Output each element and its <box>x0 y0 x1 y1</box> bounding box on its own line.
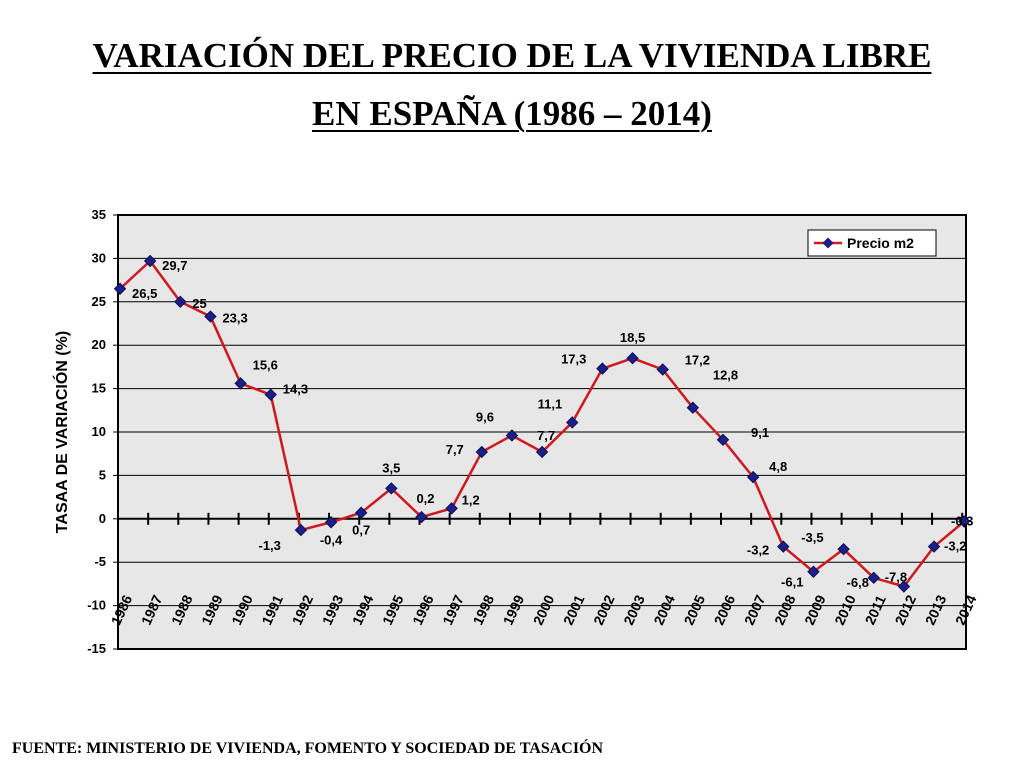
data-point-2001 <box>566 416 579 429</box>
data-label-1994: 0,7 <box>352 523 370 538</box>
y-tick-label-35: 35 <box>92 207 106 222</box>
data-point-2006 <box>716 433 730 447</box>
legend-label: Precio m2 <box>847 235 914 251</box>
data-point-1991 <box>264 388 277 401</box>
y-tick-label--5: -5 <box>94 554 106 569</box>
data-label-2000: 7,7 <box>537 428 555 443</box>
legend-box <box>807 229 937 257</box>
data-point-1997 <box>445 502 458 515</box>
data-label-1991: 14,3 <box>283 382 308 397</box>
y-tick-label-10: 10 <box>92 424 106 439</box>
data-point-2004 <box>656 363 669 376</box>
data-labels: 26,5 29,7 25 23,3 15,6 14,3 -1,3 -0,4 0,7 3,5 0,2 1… <box>132 258 973 590</box>
data-label-1986: 26,5 <box>132 286 157 301</box>
chart-title-line2: EN ESPAÑA (1986 – 2014) <box>312 94 712 133</box>
y-tick-label--10: -10 <box>87 598 106 613</box>
data-label-2003: 18,5 <box>620 330 645 345</box>
y-tick-label-0: 0 <box>99 511 106 526</box>
data-point-1989 <box>204 310 217 323</box>
data-label-2012: -7,8 <box>885 570 907 585</box>
data-label-1993: -0,4 <box>320 532 343 547</box>
data-label-1998: 7,7 <box>446 442 464 457</box>
data-label-1988: 25 <box>192 296 206 311</box>
y-tick-label--15: -15 <box>87 641 106 656</box>
data-point-1993 <box>324 516 338 529</box>
series-precio-m2 <box>113 254 971 593</box>
data-point-1994 <box>354 506 368 519</box>
data-point-1998 <box>475 445 489 459</box>
data-point-1996 <box>415 510 428 524</box>
data-point-2013 <box>927 540 941 553</box>
y-tick-label-25: 25 <box>92 294 106 309</box>
data-point-2007 <box>746 470 760 484</box>
y-tick-label-20: 20 <box>92 337 106 352</box>
data-label-1992: -1,3 <box>258 538 280 553</box>
data-label-2001: 11,1 <box>538 396 563 411</box>
data-label-2009: -6,1 <box>781 575 803 590</box>
data-label-1987: 29,7 <box>162 258 187 273</box>
data-label-2013: -3,2 <box>944 539 966 554</box>
data-point-2003 <box>626 352 639 365</box>
data-point-1988 <box>174 295 187 309</box>
data-label-1996: 0,2 <box>416 491 434 506</box>
data-point-2010 <box>837 542 850 556</box>
data-label-2004: 17,2 <box>685 353 710 368</box>
y-axis-ticks: -15 -10 -5 0 5 10 15 20 25 30 35 <box>87 207 118 656</box>
data-label-2007: 4,8 <box>769 459 787 474</box>
data-point-2012 <box>897 580 911 593</box>
data-label-2011: -6,8 <box>847 575 869 590</box>
data-label-2010: -3,5 <box>801 530 823 545</box>
data-point-2005 <box>686 401 700 414</box>
data-point-1992 <box>294 523 308 537</box>
y-tick-label-15: 15 <box>92 381 106 396</box>
data-label-2008: -3,2 <box>747 543 769 558</box>
data-label-1990: 15,6 <box>253 357 278 372</box>
data-point-1990 <box>234 377 247 390</box>
data-point-1995 <box>385 482 398 495</box>
data-point-1999 <box>505 429 519 442</box>
data-label-1989: 23,3 <box>222 311 247 326</box>
data-point-1987 <box>143 254 157 268</box>
y-axis-label: TASAA DE VARIACIÓN (%) <box>52 331 71 533</box>
legend-marker <box>822 237 834 249</box>
chart-title-line1: VARIACIÓN DEL PRECIO DE LA VIVIENDA LIBR… <box>92 36 932 75</box>
data-label-2002: 17,3 <box>561 352 586 367</box>
y-tick-label-5: 5 <box>99 467 106 482</box>
source-note: FUENTE: MINISTERIO DE VIVIENDA, FOMENTO … <box>12 740 604 757</box>
data-label-1999: 9,6 <box>476 409 494 424</box>
data-label-2006: 9,1 <box>751 425 769 440</box>
y-tick-label-30: 30 <box>92 250 106 265</box>
data-label-1997: 1,2 <box>462 492 480 507</box>
data-label-1995: 3,5 <box>382 460 400 475</box>
data-point-2014 <box>957 515 971 528</box>
legend: Precio m2 <box>807 229 937 257</box>
data-label-2014: -0,3 <box>951 513 973 528</box>
data-point-2002 <box>596 362 609 375</box>
data-point-1986 <box>113 282 127 295</box>
data-point-2000 <box>535 445 549 459</box>
data-point-2011 <box>867 571 880 585</box>
data-label-2005: 12,8 <box>713 368 738 383</box>
data-point-2009 <box>807 565 820 578</box>
data-point-2008 <box>777 540 790 553</box>
